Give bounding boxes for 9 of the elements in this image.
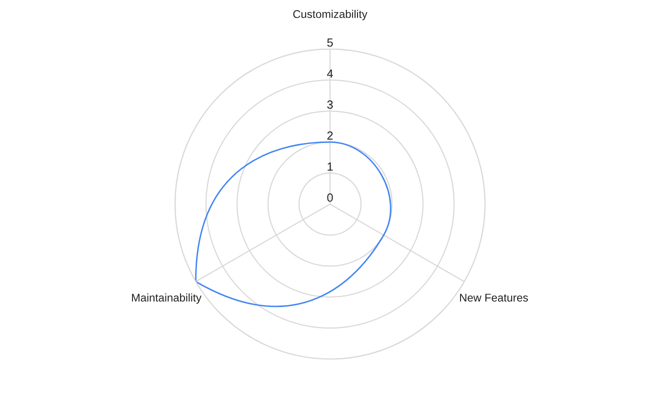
y-tick-label: 3 [327,100,333,109]
y-tick-label: 0 [327,193,333,202]
spoke-label: Customizability [293,10,368,20]
y-tick-label: 4 [327,70,333,78]
spoke-label: Maintainability [132,293,202,304]
spoke-label: New Features [460,294,528,302]
y-tick-label: 5 [327,38,333,47]
y-tick-label: 1 [328,162,333,171]
y-tick-label: 2 [327,131,333,140]
